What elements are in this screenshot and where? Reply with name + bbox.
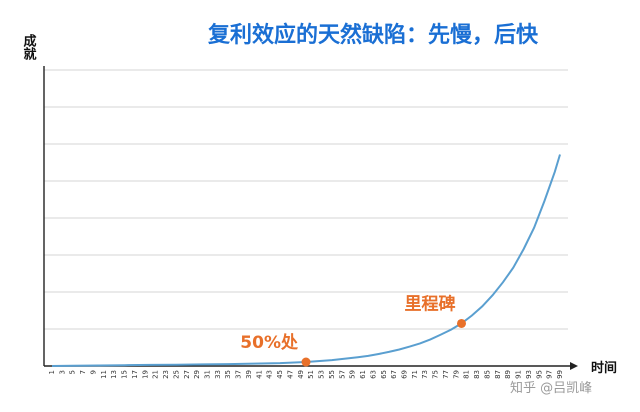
x-tick-label: 71 [411,370,419,379]
x-tick-label: 81 [463,370,471,379]
x-tick-label: 53 [318,370,326,379]
y-axis-label: 成就 [21,33,37,61]
x-tick-label: 19 [141,370,149,379]
x-tick-label: 9 [89,370,97,374]
x-tick-label: 21 [152,370,160,379]
x-tick-label: 25 [172,370,180,379]
x-tick-label: 17 [131,370,139,379]
x-axis-arrow-icon [570,362,578,370]
annotation-label: 里程碑 [405,293,456,314]
x-tick-label: 69 [400,370,408,379]
x-tick-label: 89 [504,370,512,379]
x-tick-label: 5 [69,370,77,374]
x-tick-label: 45 [276,370,284,379]
x-tick-label: 55 [328,370,336,379]
x-tick-label: 77 [442,370,450,379]
x-tick-label: 29 [193,370,201,379]
x-tick-label: 97 [546,370,554,379]
chart-title: 复利效应的天然缺陷：先慢，后快 [207,22,539,48]
x-tick-label: 91 [515,370,523,379]
annotation-marker [301,357,311,367]
x-tick-label: 49 [297,370,305,379]
watermark: 知乎 @吕凯峰 [510,380,592,396]
x-tick-label: 3 [58,370,66,374]
x-tick-label: 83 [473,370,481,379]
x-tick-label: 51 [307,370,315,379]
growth-curve [51,154,561,367]
x-tick-label: 79 [452,370,460,379]
x-tick-label: 75 [432,370,440,379]
x-tick-label: 85 [483,370,491,379]
x-tick-label: 65 [380,370,388,379]
x-tick-label: 87 [494,370,502,379]
x-tick-label: 47 [286,370,294,379]
x-tick-label: 99 [556,370,564,379]
annotation-markers: 50%处 里程碑 [240,293,467,367]
x-tick-label: 1 [48,370,56,374]
x-tick-label: 15 [121,370,129,379]
x-tick-label: 11 [100,370,108,379]
x-tick-label: 41 [255,370,263,379]
x-tick-label: 23 [162,370,170,379]
x-tick-label: 63 [369,370,377,379]
x-tick-label: 57 [338,370,346,379]
x-tick-label: 67 [390,370,398,379]
x-tick-label: 43 [266,370,274,379]
x-tick-label: 37 [235,370,243,379]
x-tick-label: 59 [349,370,357,379]
x-tick-label: 73 [421,370,429,379]
x-tick-label: 35 [224,370,232,379]
x-axis-label: 时间 [591,360,617,376]
annotation-label: 50%处 [240,332,299,353]
x-tick-label: 27 [183,370,191,379]
x-tick-label: 33 [214,370,222,379]
x-tick-label: 7 [79,370,87,374]
gridlines [44,69,568,330]
annotation-marker [457,318,467,328]
x-tick-label: 93 [525,370,533,379]
x-tick-label: 39 [245,370,253,379]
x-tick-label: 95 [535,370,543,379]
x-tick-labels: 1 3 5 7 9 11 13 15 17 19 21 23 25 27 29 31 33 35 37 39 41 43 4… [48,370,564,379]
x-tick-label: 31 [204,370,212,379]
x-tick-label: 13 [110,370,118,379]
x-tick-label: 61 [359,370,367,379]
